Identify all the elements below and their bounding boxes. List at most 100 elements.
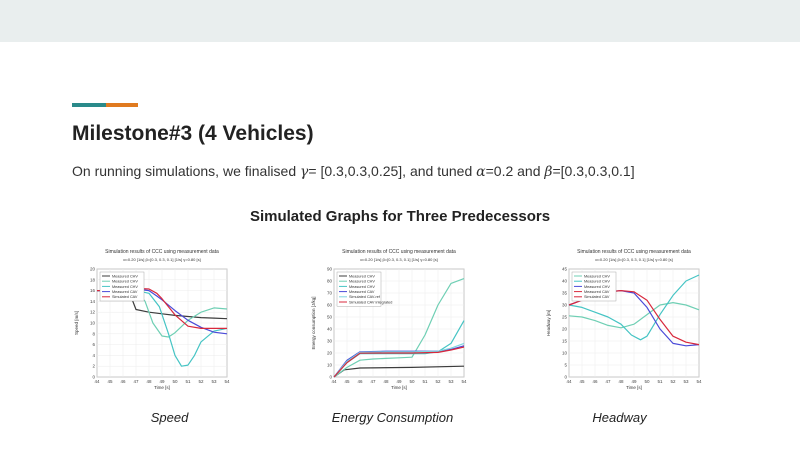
y-axis-label: Speed [m/s] [74, 311, 79, 335]
legend-label: Simulated CAV integrated [349, 300, 392, 304]
x-tick-label: 53 [448, 379, 454, 384]
y-tick-label: 0 [329, 375, 332, 380]
caption-speed: Speed [150, 410, 189, 425]
x-tick-label: 49 [159, 379, 165, 384]
x-tick-label: 54 [696, 379, 702, 384]
accent-bar-orange [106, 103, 138, 107]
x-tick-label: 44 [331, 379, 337, 384]
y-tick-label: 20 [327, 351, 333, 356]
legend-label: Measured CHV [112, 280, 138, 284]
y-tick-label: 0 [92, 375, 95, 380]
section-title: Simulated Graphs for Three Predecessors [249, 208, 551, 225]
series-line [333, 346, 465, 378]
x-tick-label: 44 [566, 379, 572, 384]
y-tick-label: 10 [90, 321, 96, 326]
y-tick-label: 20 [90, 267, 96, 272]
y-tick-label: 30 [327, 339, 333, 344]
x-tick-label: 51 [185, 379, 191, 384]
series-line [568, 274, 700, 341]
slide-title: Milestone#3 (4 Vehicles) [72, 122, 314, 145]
legend-label: Simulated CAV [112, 295, 138, 299]
x-tick-label: 44 [94, 379, 100, 384]
x-tick-label: 45 [107, 379, 113, 384]
y-tick-label: 8 [92, 331, 95, 336]
legend-label: Measured CHV [584, 274, 610, 278]
chart-params: α=0.20 [1/s] β=[0.3, 0.3, 0.1] [1/s] γ=0… [360, 257, 437, 262]
legend-box [336, 271, 382, 307]
y-tick-label: 12 [90, 310, 96, 315]
y-tick-label: 6 [92, 342, 95, 347]
y-tick-label: 30 [562, 303, 568, 308]
y-tick-label: 45 [562, 267, 568, 272]
x-tick-label: 53 [683, 379, 689, 384]
legend-label: Measured CHV [584, 285, 610, 289]
accent-bar-teal [72, 103, 106, 107]
x-tick-label: 46 [120, 379, 126, 384]
energy-chart: Simulation results of CCC using measurem… [302, 245, 467, 395]
y-tick-label: 2 [92, 364, 95, 369]
y-tick-label: 80 [327, 279, 333, 284]
legend-label: Measured CHV [584, 280, 610, 284]
headway-chart-svg: Simulation results of CCC using measurem… [546, 249, 702, 390]
y-tick-label: 10 [327, 363, 333, 368]
y-tick-label: 70 [327, 291, 333, 296]
x-tick-label: 50 [172, 379, 178, 384]
chart-title: Simulation results of CCC using measurem… [342, 249, 456, 255]
speed-chart: Simulation results of CCC using measurem… [65, 245, 230, 395]
y-tick-label: 18 [90, 277, 96, 282]
subtitle-pre: On running simulations, we finalised [72, 163, 301, 179]
headway-chart: Simulation results of CCC using measurem… [537, 245, 702, 395]
x-tick-label: 45 [579, 379, 585, 384]
beta-symbol: β [544, 164, 553, 180]
y-tick-label: 25 [562, 315, 568, 320]
x-tick-label: 54 [461, 379, 467, 384]
y-tick-label: 15 [562, 339, 568, 344]
series-line [333, 278, 465, 378]
gamma-symbol: γ [300, 164, 309, 180]
series-line [568, 301, 700, 329]
x-tick-label: 46 [357, 379, 363, 384]
series-line [333, 345, 465, 378]
y-tick-label: 5 [564, 363, 567, 368]
x-tick-label: 52 [435, 379, 441, 384]
x-tick-label: 54 [224, 379, 230, 384]
speed-chart-svg: Simulation results of CCC using measurem… [74, 249, 230, 390]
x-tick-label: 47 [370, 379, 376, 384]
x-tick-label: 49 [396, 379, 402, 384]
y-tick-label: 90 [327, 267, 333, 272]
chart-params: α=0.20 [1/s] β=[0.3, 0.3, 0.1] [1/s] γ=0… [595, 257, 672, 262]
energy-chart-svg: Simulation results of CCC using measurem… [311, 249, 467, 390]
y-tick-label: 40 [327, 327, 333, 332]
x-tick-label: 51 [657, 379, 663, 384]
y-tick-label: 0 [564, 375, 567, 380]
chart-title: Simulation results of CCC using measurem… [577, 249, 691, 255]
legend-label: Measured CHV [112, 285, 138, 289]
x-axis-label: Time [s] [154, 385, 170, 390]
legend-label: Measured CAV [349, 290, 375, 294]
x-tick-label: 50 [644, 379, 650, 384]
legend-label: Simulated CAV [584, 295, 610, 299]
legend-label: Measured CHV [349, 285, 375, 289]
x-tick-label: 53 [211, 379, 217, 384]
top-band [0, 0, 800, 42]
y-tick-label: 4 [92, 353, 95, 358]
y-tick-label: 14 [90, 299, 96, 304]
x-axis-label: Time [s] [626, 385, 642, 390]
y-tick-label: 16 [90, 288, 96, 293]
x-tick-label: 47 [605, 379, 611, 384]
x-tick-label: 46 [592, 379, 598, 384]
x-tick-label: 48 [618, 379, 624, 384]
beta-text: =[0.3,0.3,0.1] [552, 163, 635, 179]
legend-label: Measured CHV [349, 274, 375, 278]
series-line [333, 342, 465, 378]
x-tick-label: 48 [146, 379, 152, 384]
legend-label: Measured CAV [584, 290, 610, 294]
legend-label: Simulated CAV-ref [349, 295, 381, 299]
legend-label: Measured CAV [112, 290, 138, 294]
y-axis-label: Energy consumption [J/kg] [311, 296, 316, 349]
x-tick-label: 45 [344, 379, 350, 384]
x-tick-label: 51 [422, 379, 428, 384]
x-tick-label: 52 [670, 379, 676, 384]
x-tick-label: 49 [631, 379, 637, 384]
y-tick-label: 10 [562, 351, 568, 356]
